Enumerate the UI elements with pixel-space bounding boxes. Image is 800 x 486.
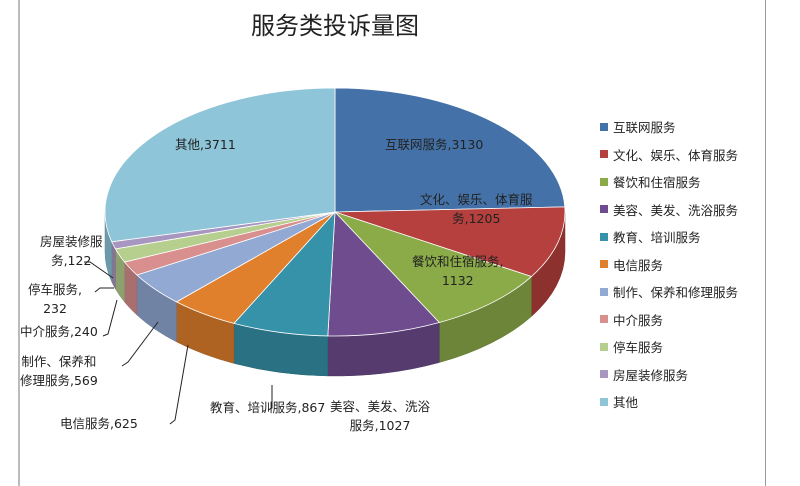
leader-line-5 [169, 344, 189, 425]
leader-line-6 [121, 321, 159, 367]
data-label-0: 互联网服务,3130 [385, 137, 484, 152]
legend-item-0: 互联网服务 [600, 113, 738, 141]
legend-label: 中介服务 [613, 312, 664, 328]
legend-label: 制作、保养和修理服务 [613, 285, 739, 301]
pie-slice-10 [104, 87, 336, 243]
data-label-9: 房屋装修服 务,122 [40, 234, 103, 268]
legend-item-9: 房屋装修服务 [600, 361, 738, 389]
leader-line-4 [267, 385, 273, 411]
legend-swatch [600, 177, 608, 186]
legend-swatch [600, 370, 608, 379]
leader-line-8 [94, 287, 114, 293]
legend-swatch [600, 397, 608, 406]
legend-swatch [600, 342, 608, 351]
legend-item-10: 其他 [600, 388, 738, 416]
data-label-3: 美容、美发、洗浴 服务,1027 [330, 399, 431, 433]
legend-item-5: 电信服务 [600, 251, 738, 279]
legend-label: 教育、培训服务 [613, 230, 701, 246]
legend-label: 房屋装修服务 [613, 367, 689, 383]
legend-item-6: 制作、保养和修理服务 [600, 278, 738, 306]
legend-swatch [600, 150, 608, 159]
frame-border-left [18, 0, 20, 486]
data-label-8: 停车服务, 232 [28, 282, 82, 316]
leader-line-7 [102, 299, 118, 337]
legend-label: 美容、美发、洗浴服务 [613, 202, 739, 218]
leader-line-9 [84, 261, 114, 279]
legend-item-8: 停车服务 [600, 333, 738, 361]
legend-swatch [600, 287, 608, 296]
legend-swatch [600, 205, 608, 214]
legend-swatch [600, 260, 608, 269]
legend-label: 停车服务 [613, 340, 664, 356]
chart-title: 服务类投诉量图 [251, 12, 419, 40]
legend-label: 餐饮和住宿服务 [613, 175, 701, 191]
data-label-5: 电信服务,625 [60, 416, 138, 431]
legend-swatch [600, 315, 608, 324]
pie-side-9 [111, 241, 116, 290]
legend-swatch [600, 232, 608, 241]
pie-slice-2 [334, 211, 533, 323]
legend-item-3: 美容、美发、洗浴服务 [600, 196, 738, 224]
legend-item-1: 文化、娱乐、体育服务 [600, 141, 738, 169]
pie-slice-1 [334, 206, 566, 277]
data-label-1: 文化、娱乐、体育服 务,1205 [420, 192, 533, 226]
legend-label: 文化、娱乐、体育服务 [613, 147, 739, 163]
legend-swatch [600, 122, 608, 131]
data-label-10: 其他,3711 [175, 137, 236, 152]
legend-label: 互联网服务 [613, 120, 676, 136]
data-label-7: 中介服务,240 [20, 324, 98, 339]
legend-item-7: 中介服务 [600, 306, 738, 334]
pie-slice-0 [334, 87, 566, 213]
data-label-2: 餐饮和住宿服务, 1132 [412, 254, 504, 288]
pie-slice-3 [327, 211, 441, 337]
data-label-6: 制作、保养和 修理服务,569 [20, 354, 98, 388]
data-label-4: 教育、培训服务,867 [210, 400, 326, 415]
frame-border-right [765, 0, 766, 486]
legend-item-2: 餐饮和住宿服务 [600, 168, 738, 196]
legend-label: 其他 [613, 395, 639, 411]
legend-item-4: 教育、培训服务 [600, 223, 738, 251]
legend-label: 电信服务 [613, 257, 664, 273]
legend: 互联网服务文化、娱乐、体育服务 餐饮和住宿服务美容、美发、洗浴服务 教育、培训服务电… [600, 113, 738, 416]
